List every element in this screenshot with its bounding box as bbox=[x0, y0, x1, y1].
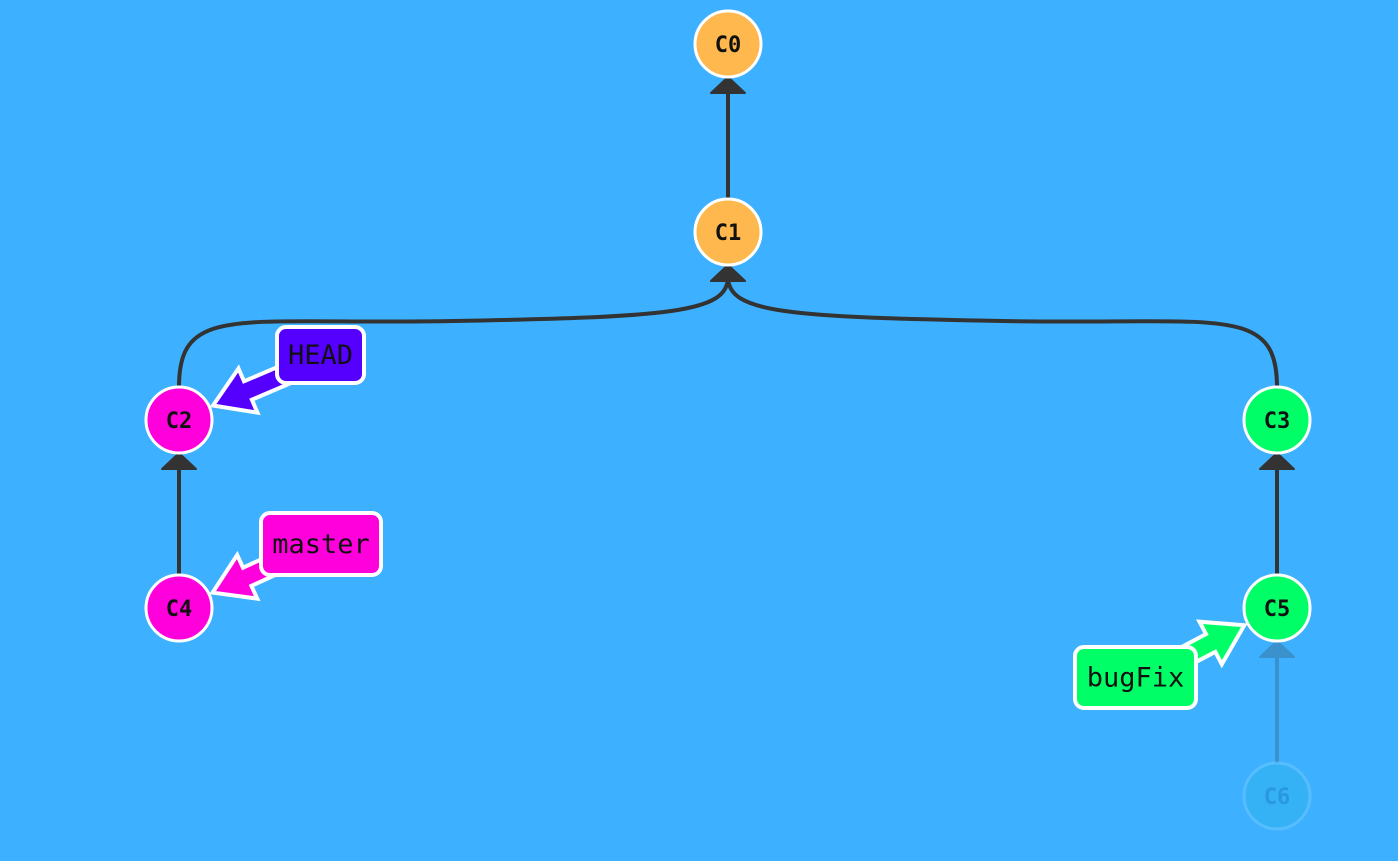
commit-circle bbox=[693, 197, 763, 267]
edge-C6-C5 bbox=[1259, 640, 1295, 763]
edge-line bbox=[726, 276, 1279, 388]
branch-labels-layer: HEAD master bugFix bbox=[259, 325, 1198, 710]
branch-label-master[interactable]: master bbox=[259, 511, 383, 577]
edge-C1-C0 bbox=[710, 76, 746, 199]
edge-line bbox=[177, 276, 730, 388]
branch-name: bugFix bbox=[1087, 663, 1185, 694]
edge-C5-C3 bbox=[1259, 452, 1295, 575]
commit-label: C6 bbox=[1264, 785, 1291, 810]
commit-C3[interactable]: C3 bbox=[1242, 385, 1312, 455]
commit-label: C2 bbox=[166, 409, 193, 434]
commit-C5[interactable]: C5 bbox=[1242, 573, 1312, 643]
edge-arrowhead bbox=[1259, 452, 1295, 470]
edges-layer bbox=[161, 76, 1295, 763]
commit-circle bbox=[1242, 573, 1312, 643]
branch-label-head[interactable]: HEAD bbox=[275, 325, 366, 385]
edge-arrowhead bbox=[1259, 640, 1295, 658]
commit-label: C1 bbox=[715, 221, 742, 246]
branch-head[interactable] bbox=[209, 361, 296, 416]
branch-label-box bbox=[259, 511, 383, 577]
edge-arrowhead bbox=[710, 264, 746, 282]
edge-arrowhead bbox=[710, 76, 746, 94]
commit-circle bbox=[1242, 761, 1312, 831]
commit-C0[interactable]: C0 bbox=[693, 9, 763, 79]
commit-label: C3 bbox=[1264, 409, 1291, 434]
commit-label: C0 bbox=[715, 33, 742, 58]
branch-label-bugfix[interactable]: bugFix bbox=[1073, 645, 1198, 710]
commit-circle bbox=[144, 573, 214, 643]
commit-circle bbox=[1242, 385, 1312, 455]
branch-label-box bbox=[275, 325, 366, 385]
commit-C2[interactable]: C2 bbox=[144, 385, 214, 455]
branch-name: HEAD bbox=[288, 340, 353, 371]
commit-circle bbox=[693, 9, 763, 79]
edge-arrowhead bbox=[161, 452, 197, 470]
commit-C6[interactable]: C6 bbox=[1242, 761, 1312, 831]
edge-C3-C1 bbox=[710, 264, 1279, 388]
commit-label: C5 bbox=[1264, 597, 1291, 622]
branch-arrow bbox=[209, 361, 296, 416]
commit-circle bbox=[144, 385, 214, 455]
branch-label-box bbox=[1073, 645, 1198, 710]
commits-layer: C0 C1 C2 C3 C4 C5 C6 bbox=[144, 9, 1312, 831]
edge-C4-C2 bbox=[161, 452, 197, 575]
commit-C1[interactable]: C1 bbox=[693, 197, 763, 267]
commit-label: C4 bbox=[166, 597, 193, 622]
branch-name: master bbox=[272, 529, 370, 560]
commit-C4[interactable]: C4 bbox=[144, 573, 214, 643]
